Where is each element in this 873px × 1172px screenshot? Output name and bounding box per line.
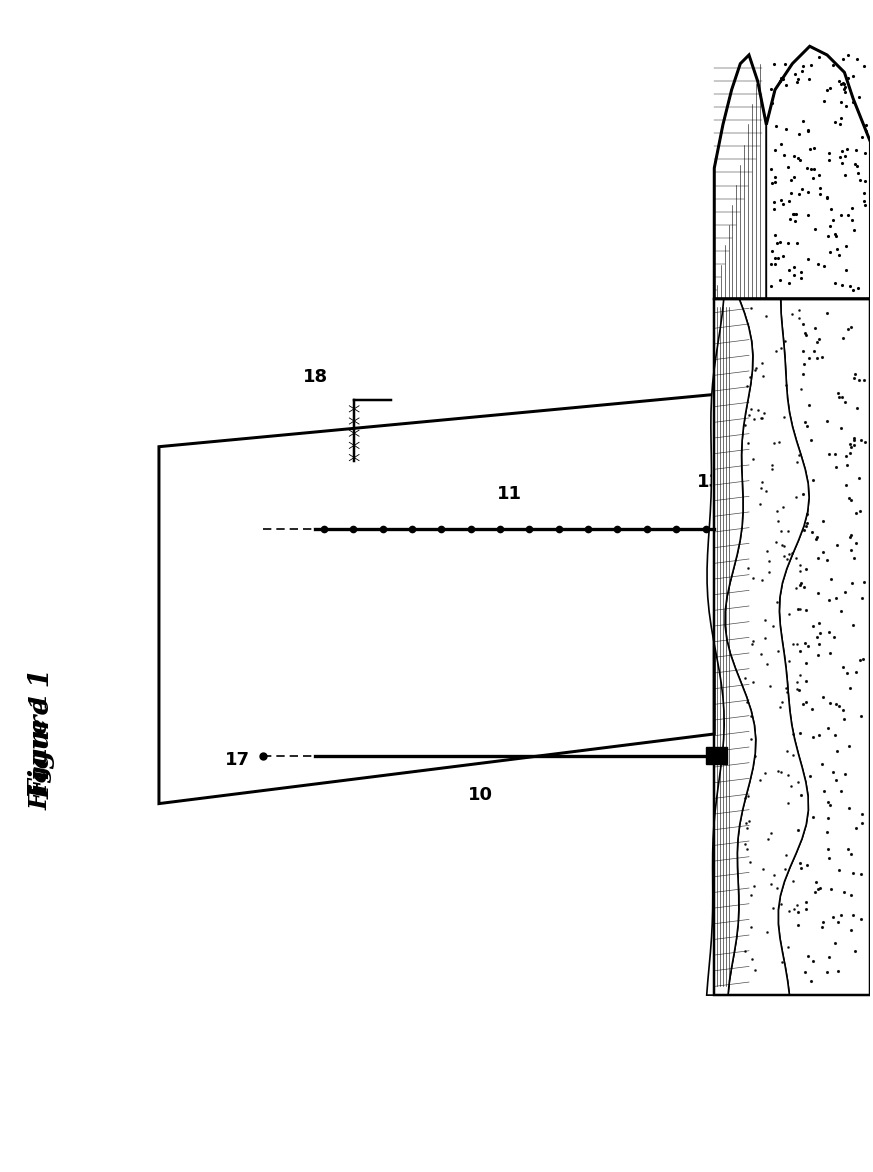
Text: 15: 15 (754, 590, 778, 618)
Bar (272, 699, 335, 734)
Bar (342, 461, 402, 503)
Bar (378, 438, 402, 457)
Circle shape (307, 741, 318, 751)
Circle shape (372, 506, 396, 530)
Circle shape (330, 741, 341, 751)
Circle shape (378, 512, 390, 524)
Text: 13: 13 (697, 472, 722, 491)
Polygon shape (778, 299, 870, 995)
Circle shape (278, 741, 288, 751)
Circle shape (342, 506, 367, 530)
Text: Figure 1: Figure 1 (29, 668, 56, 799)
Text: 11: 11 (498, 485, 522, 503)
Text: 14: 14 (798, 563, 821, 592)
Bar (430, 472, 436, 497)
Circle shape (272, 735, 293, 756)
Text: Figure 1: Figure 1 (29, 693, 52, 810)
Circle shape (409, 512, 421, 524)
Polygon shape (159, 395, 714, 804)
Circle shape (348, 512, 361, 524)
Polygon shape (766, 47, 870, 299)
Text: 10: 10 (467, 786, 492, 804)
Circle shape (302, 735, 323, 756)
Circle shape (325, 735, 347, 756)
Polygon shape (725, 299, 809, 995)
Polygon shape (714, 55, 766, 299)
Bar (283, 684, 318, 699)
Bar (705, 747, 727, 764)
Bar (402, 455, 433, 491)
Text: 12: 12 (725, 759, 808, 847)
Bar (283, 745, 330, 763)
Circle shape (402, 506, 427, 530)
Text: 17: 17 (224, 751, 250, 769)
Polygon shape (706, 299, 755, 995)
Text: 18: 18 (303, 368, 327, 386)
Text: 16: 16 (719, 615, 743, 643)
Bar (330, 699, 354, 728)
